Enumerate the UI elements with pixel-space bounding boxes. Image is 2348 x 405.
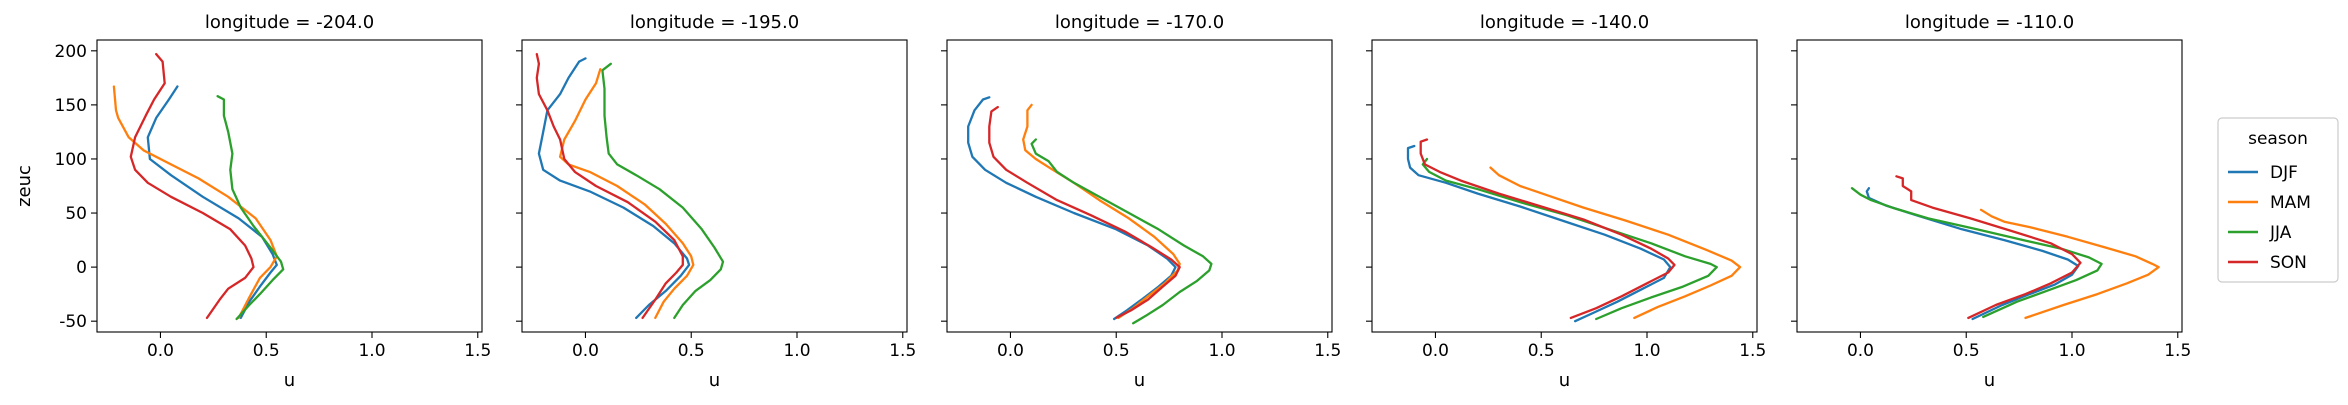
legend-entry-djf: DJF	[2270, 163, 2298, 183]
panel-5: 0.0 0.5 1.0 1.5 longitude = -110.0 u	[1791, 12, 2191, 391]
panel-4: 0.0 0.5 1.0 1.5 longitude = -140.0 u	[1366, 12, 1766, 391]
x-tick-label: 0.5	[253, 341, 280, 361]
x-tick-label: 0.5	[1528, 341, 1555, 361]
x-axis-label: u	[284, 370, 295, 391]
x-tick-label: 1.5	[1739, 341, 1766, 361]
series-line-djf	[537, 57, 691, 320]
y-axis-label: zeuc	[14, 165, 35, 207]
series-line-jja	[1030, 138, 1213, 325]
y-tick-label: 200	[55, 42, 87, 62]
series-line-mam	[1489, 166, 1742, 320]
axes-frame	[946, 39, 1333, 333]
x-axis-label: u	[1559, 370, 1570, 391]
x-tick-label: 0.0	[147, 341, 174, 361]
axes-frame	[521, 39, 908, 333]
series-line-son	[1419, 138, 1676, 320]
panels-group: 0.0 0.5 1.0 1.5 -50 0 50 100 150 200 longitude = -…	[14, 12, 2191, 391]
series-line-son	[535, 52, 684, 320]
legend-entry-son: SON	[2270, 253, 2307, 273]
series-line-mam	[112, 85, 278, 320]
x-tick-label: 1.5	[464, 341, 491, 361]
series-line-mam	[558, 68, 695, 320]
legend-title: season	[2248, 129, 2308, 149]
series-line-jja	[1421, 157, 1718, 321]
series-line-jja	[1850, 187, 2103, 319]
axes-frame	[96, 39, 483, 333]
x-axis-label: u	[709, 370, 720, 391]
panel-1: 0.0 0.5 1.0 1.5 -50 0 50 100 150 200 longitude = -…	[14, 12, 491, 391]
panel-2: 0.0 0.5 1.0 1.5 longitude = -195.0 u	[516, 12, 916, 391]
y-tick-label: 100	[55, 150, 87, 170]
x-tick-label: 1.0	[358, 341, 385, 361]
series-line-djf	[1406, 144, 1672, 323]
x-tick-label: 1.5	[2164, 341, 2191, 361]
y-tick-label: 50	[65, 204, 87, 224]
legend-box	[2217, 117, 2339, 283]
x-tick-label: 0.0	[1847, 341, 1874, 361]
panel-3: 0.0 0.5 1.0 1.5 longitude = -170.0 u	[941, 12, 1341, 391]
x-tick-label: 0.5	[1953, 341, 1980, 361]
series-line-djf	[146, 85, 278, 320]
panel-title: longitude = -204.0	[205, 12, 374, 33]
x-tick-label: 1.0	[783, 341, 810, 361]
panel-title: longitude = -195.0	[630, 12, 799, 33]
y-tick-label: -50	[59, 312, 87, 332]
series-line-djf	[1865, 187, 2080, 321]
legend: season DJF MAM JJA SON	[2217, 117, 2339, 283]
x-tick-label: 1.0	[2058, 341, 2085, 361]
x-tick-label: 0.0	[1422, 341, 1449, 361]
series-line-djf	[967, 96, 1177, 321]
x-axis-label: u	[1984, 370, 1995, 391]
series-line-son	[129, 52, 255, 320]
x-tick-label: 1.5	[889, 341, 916, 361]
y-tick-label: 150	[55, 96, 87, 116]
series-line-son	[988, 105, 1181, 320]
series-line-mam	[1979, 208, 2160, 320]
x-tick-label: 1.0	[1208, 341, 1235, 361]
y-tick-label: 0	[76, 258, 87, 278]
x-tick-label: 0.0	[997, 341, 1024, 361]
series-line-jja	[216, 95, 285, 321]
series-line-son	[1895, 175, 2082, 320]
axes-frame	[1796, 39, 2183, 333]
x-tick-label: 1.0	[1633, 341, 1660, 361]
panel-title: longitude = -140.0	[1480, 12, 1649, 33]
x-tick-label: 1.5	[1314, 341, 1341, 361]
x-tick-label: 0.0	[572, 341, 599, 361]
x-tick-label: 0.5	[678, 341, 705, 361]
legend-entry-mam: MAM	[2270, 193, 2311, 213]
panel-title: longitude = -110.0	[1905, 12, 2074, 33]
x-tick-label: 0.5	[1103, 341, 1130, 361]
legend-entry-jja: JJA	[2269, 223, 2292, 243]
axes-frame	[1371, 39, 1758, 333]
x-axis-label: u	[1134, 370, 1145, 391]
series-line-mam	[1022, 103, 1181, 320]
panel-title: longitude = -170.0	[1055, 12, 1224, 33]
series-line-jja	[601, 62, 725, 320]
